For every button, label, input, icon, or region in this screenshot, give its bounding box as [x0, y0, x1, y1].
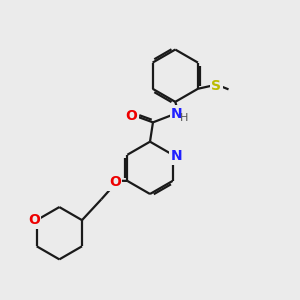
- Text: N: N: [170, 149, 182, 163]
- Text: S: S: [211, 79, 221, 93]
- Text: O: O: [125, 109, 137, 122]
- Text: O: O: [109, 176, 121, 189]
- Text: H: H: [179, 113, 188, 124]
- Text: N: N: [171, 107, 183, 121]
- Text: O: O: [28, 213, 40, 227]
